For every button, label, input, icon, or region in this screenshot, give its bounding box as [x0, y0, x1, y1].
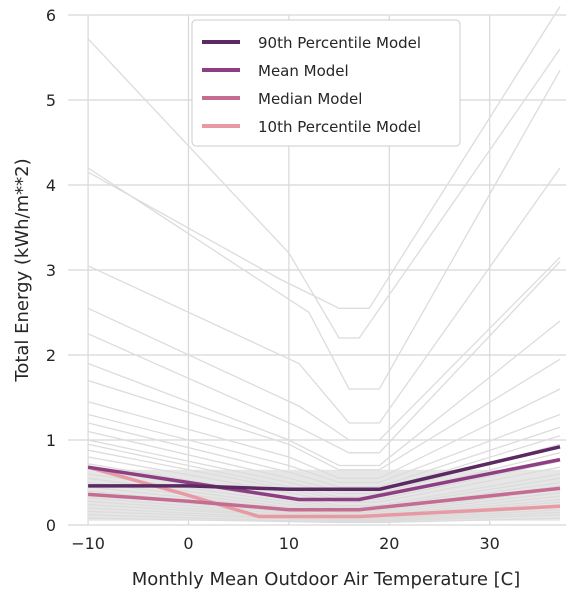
y-tick-label: 6 [46, 6, 56, 25]
x-axis-label: Monthly Mean Outdoor Air Temperature [C] [132, 569, 521, 590]
background-series-line [87, 6, 561, 309]
background-series-line [88, 481, 561, 513]
series-line [87, 457, 561, 502]
background-series-line [87, 388, 561, 479]
background-series-line [87, 320, 561, 467]
background-series-line [87, 261, 561, 454]
x-tick-label: 0 [183, 534, 193, 553]
x-tick-label: 20 [379, 534, 399, 553]
background-series-line [88, 517, 561, 524]
legend: 90th Percentile Model Mean Model Median Mo… [191, 19, 461, 147]
legend-label: Median Model [258, 90, 362, 108]
tick-labels: −10 0 10 20 30 0 1 2 3 4 5 6 [46, 6, 500, 553]
y-tick-label: 2 [46, 346, 56, 365]
background-series-line [87, 256, 561, 441]
background-series-line [87, 439, 561, 495]
background-series-line [87, 69, 561, 390]
y-tick-label: 4 [46, 176, 56, 195]
series-line [87, 486, 561, 512]
background-series-line [88, 514, 561, 523]
y-tick-label: 0 [46, 516, 56, 535]
model-series [87, 445, 561, 519]
background-series-line [88, 486, 561, 515]
background-series-line [88, 510, 561, 522]
background-series-line [87, 358, 561, 471]
x-tick-label: 10 [279, 534, 299, 553]
y-tick-label: 5 [46, 91, 56, 110]
y-tick-label: 3 [46, 261, 56, 280]
x-tick-label: 30 [480, 534, 500, 553]
legend-label: 10th Percentile Model [258, 118, 421, 136]
series-line [88, 445, 561, 492]
background-series-line [88, 507, 561, 521]
background-series-line [87, 413, 561, 484]
y-axis-label: Total Energy (kWh/m**2) [12, 158, 33, 382]
background-series-line [87, 38, 561, 339]
y-tick-label: 1 [46, 431, 56, 450]
background-series-line [87, 167, 561, 424]
x-tick-label: −10 [71, 534, 105, 553]
background-series-line [87, 422, 561, 488]
legend-label: 90th Percentile Model [258, 34, 421, 52]
background-series-line [88, 503, 561, 520]
legend-box [191, 19, 461, 147]
background-series-line [87, 456, 561, 503]
legend-label: Mean Model [258, 62, 349, 80]
